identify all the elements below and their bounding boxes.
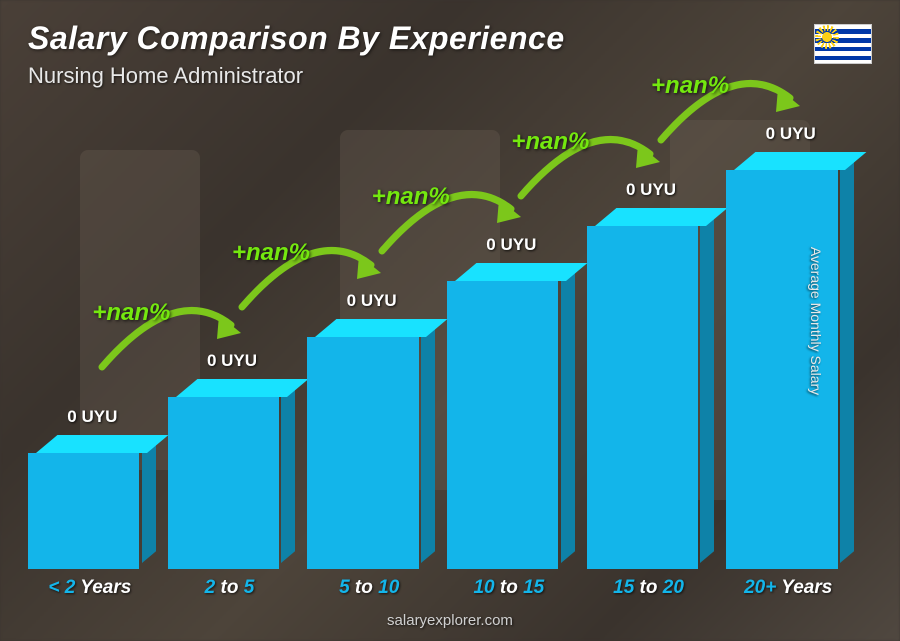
bar-slot: 0 UYU+nan% [587,105,711,569]
bar-3d [587,226,711,569]
x-axis-label: 2 to 5 [168,577,292,599]
bar-slot: 0 UYU+nan% [447,105,571,569]
y-axis-label: Average Monthly Salary [808,246,824,394]
bar-side-face [840,152,854,563]
header: Salary Comparison By Experience Nursing … [28,20,872,89]
bar-3d [447,281,571,569]
bar-value-label: 0 UYU [486,235,536,255]
bar-top-face [176,379,309,397]
increase-label: +nan% [372,183,450,211]
increase-label: +nan% [92,299,170,327]
x-axis-label: 10 to 15 [447,577,571,599]
bar-front [28,453,139,569]
bars-row: 0 UYU0 UYU+nan%0 UYU+nan%0 UYU+nan%0 UYU… [28,105,850,569]
bar-value-label: 0 UYU [626,180,676,200]
bar-slot: 0 UYU+nan% [307,105,431,569]
bar-value-label: 0 UYU [67,407,117,427]
bar-front [168,397,279,569]
increase-label: +nan% [511,128,589,156]
x-axis-label: 20+ Years [726,577,850,599]
bar-top-face [595,208,728,226]
x-axis-label: 15 to 20 [587,577,711,599]
bar-slot: 0 UYU+nan% [168,105,292,569]
bar-side-face [700,208,714,563]
bar-3d [28,453,152,569]
chart-area: 0 UYU0 UYU+nan%0 UYU+nan%0 UYU+nan%0 UYU… [28,105,850,569]
bar-value-label: 0 UYU [347,291,397,311]
bar-side-face [281,380,295,563]
bar-front [447,281,558,569]
bar-side-face [561,264,575,563]
bar-top-face [315,319,448,337]
chart-title: Salary Comparison By Experience [28,20,814,57]
bar-3d [168,397,292,569]
x-axis-label: < 2 Years [28,577,152,599]
bar-front [587,226,698,569]
x-axis-label: 5 to 10 [307,577,431,599]
bar-slot: 0 UYU+nan% [726,105,850,569]
bar-slot: 0 UYU [28,105,152,569]
increase-label: +nan% [651,72,729,100]
bar-top-face [36,435,169,453]
chart-container: Salary Comparison By Experience Nursing … [0,0,900,641]
bar-3d [726,170,850,569]
bar-value-label: 0 UYU [766,124,816,144]
uruguay-flag-icon [814,24,872,64]
footer-attribution: salaryexplorer.com [0,612,900,629]
bar-side-face [421,319,435,563]
bar-top-face [734,152,867,170]
bar-front [307,337,418,569]
bar-3d [307,337,431,569]
bar-top-face [455,263,588,281]
x-axis: < 2 Years 2 to 5 5 to 10 10 to 15 15 to 20 20… [28,577,850,599]
increase-label: +nan% [232,239,310,267]
bar-side-face [142,435,156,563]
bar-value-label: 0 UYU [207,351,257,371]
